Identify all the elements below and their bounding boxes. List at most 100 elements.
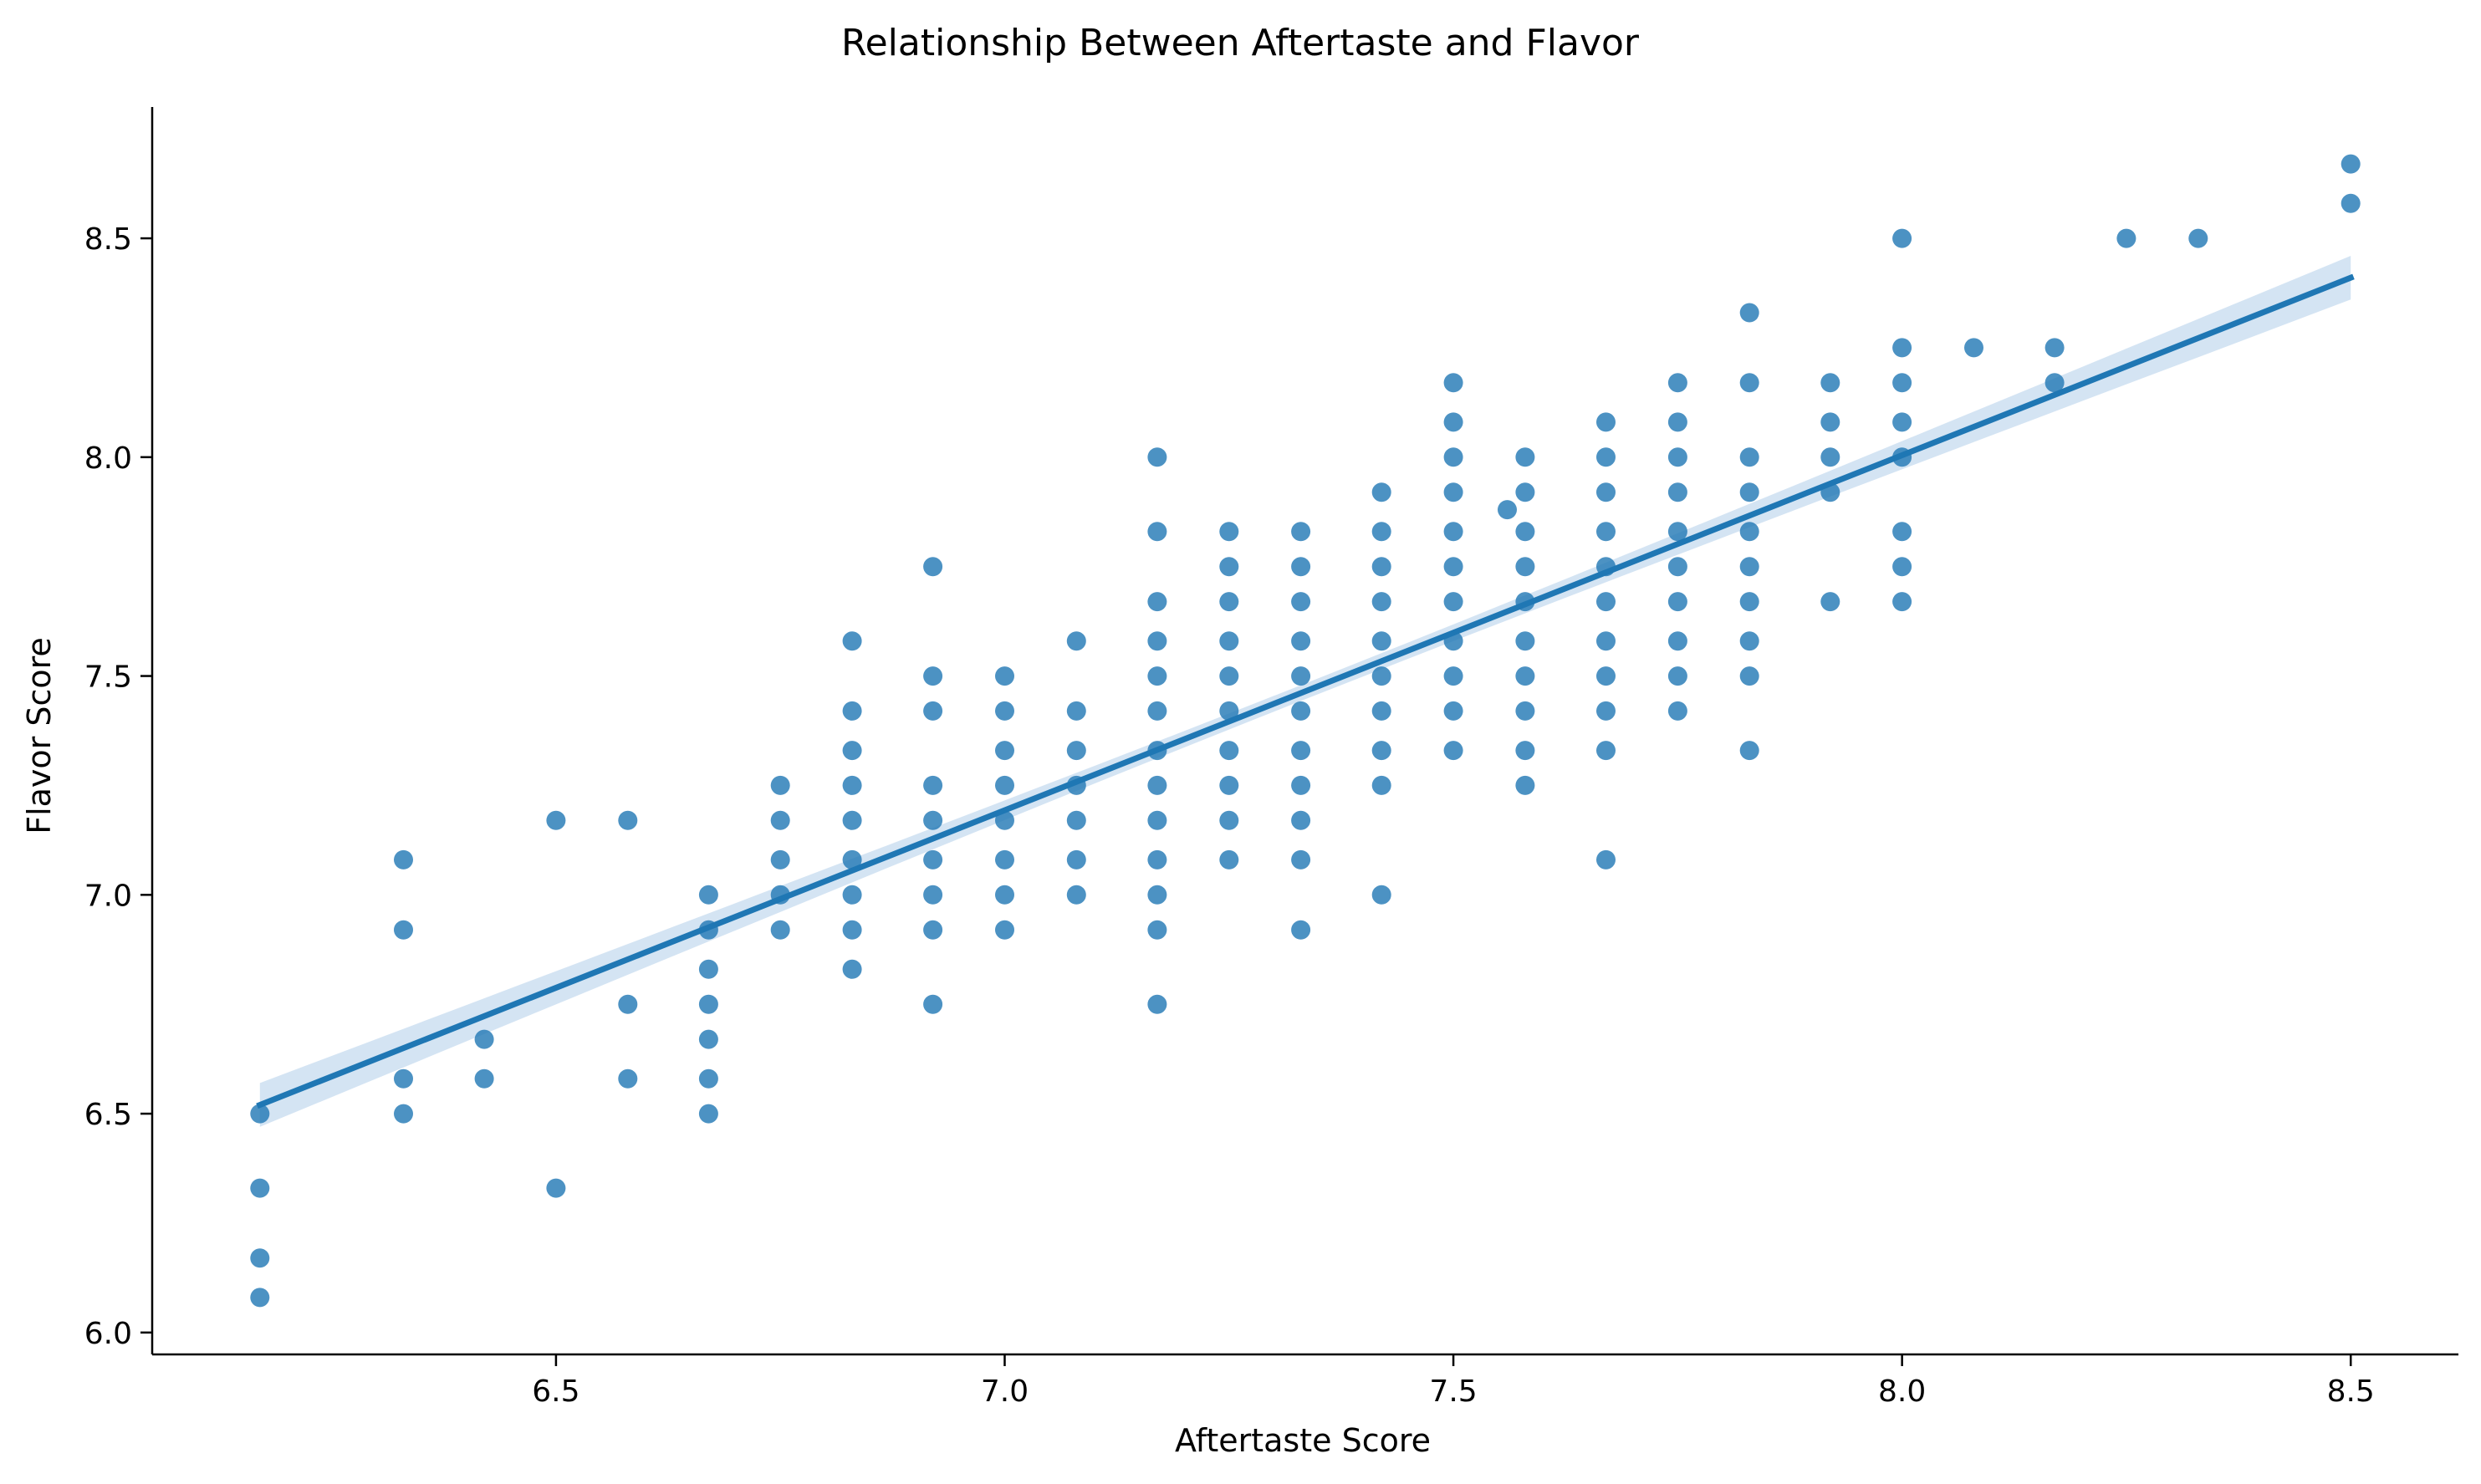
scatter-point xyxy=(1291,557,1311,577)
scatter-point xyxy=(250,1288,270,1308)
scatter-point xyxy=(546,810,566,830)
scatter-point xyxy=(250,1248,270,1268)
x-tick-label: 8.0 xyxy=(1878,1374,1926,1409)
scatter-point xyxy=(1892,338,1912,358)
scatter-point xyxy=(618,994,638,1014)
scatter-point xyxy=(1219,631,1239,651)
scatter-point xyxy=(1291,592,1311,612)
scatter-point xyxy=(842,701,862,721)
scatter-point xyxy=(1371,666,1391,686)
scatter-point xyxy=(1892,412,1912,432)
scatter-point xyxy=(1443,447,1463,467)
scatter-point xyxy=(1596,631,1616,651)
scatter-point xyxy=(250,1104,270,1124)
scatter-point xyxy=(1596,412,1616,432)
scatter-point xyxy=(1667,701,1687,721)
scatter-point xyxy=(995,741,1014,761)
scatter-point xyxy=(1371,885,1391,905)
scatter-point xyxy=(1443,522,1463,542)
regression-layer xyxy=(256,273,2355,1109)
x-tick-label: 6.5 xyxy=(532,1374,579,1409)
scatter-point xyxy=(1739,522,1759,542)
scatter-point xyxy=(1892,557,1912,577)
scatter-point xyxy=(1515,482,1535,502)
scatter-point xyxy=(1291,775,1311,795)
scatter-point xyxy=(250,1178,270,1198)
scatter-point xyxy=(1667,631,1687,651)
scatter-point xyxy=(1515,741,1535,761)
scatter-point xyxy=(1291,849,1311,869)
y-tick-label: 6.5 xyxy=(84,1098,132,1132)
scatter-point xyxy=(923,557,943,577)
scatter-point xyxy=(1892,592,1912,612)
scatter-point xyxy=(1371,775,1391,795)
scatter-point xyxy=(1147,447,1167,467)
scatter-point xyxy=(1596,741,1616,761)
scatter-point xyxy=(1147,920,1167,940)
x-axis-label: Aftertaste Score xyxy=(1175,1422,1431,1459)
scatter-point xyxy=(1291,701,1311,721)
scatter-point xyxy=(1147,775,1167,795)
scatter-point xyxy=(842,631,862,651)
scatter-point xyxy=(1371,592,1391,612)
scatter-point xyxy=(1219,666,1239,686)
scatter-point xyxy=(1147,994,1167,1014)
ticks-layer: 6.5 7.0 7.5 8.0 8.5 6.0 6.5 7.0 7.5 8.0 8.5 xyxy=(84,222,2375,1409)
scatter-point xyxy=(842,741,862,761)
scatter-point xyxy=(1371,557,1391,577)
scatter-point xyxy=(1219,775,1239,795)
scatter-point xyxy=(770,810,790,830)
scatter-point xyxy=(1515,557,1535,577)
scatter-point xyxy=(1820,373,1840,393)
scatter-point xyxy=(995,810,1014,830)
scatter-point xyxy=(1739,741,1759,761)
scatter-point xyxy=(1596,447,1616,467)
scatter-point xyxy=(2045,338,2065,358)
scatter-point xyxy=(1515,631,1535,651)
scatter-point xyxy=(1443,666,1463,686)
scatter-point xyxy=(1147,849,1167,869)
scatter-point xyxy=(1066,885,1086,905)
scatter-point xyxy=(2045,373,2065,393)
y-tick-label: 8.0 xyxy=(84,441,132,476)
scatter-point xyxy=(2341,154,2361,174)
scatter-point xyxy=(474,1029,494,1049)
scatter-point xyxy=(1219,592,1239,612)
scatter-point xyxy=(1066,741,1086,761)
scatter-point xyxy=(1147,810,1167,830)
scatter-point xyxy=(1371,522,1391,542)
scatter-point xyxy=(1596,522,1616,542)
scatter-point xyxy=(1291,522,1311,542)
scatter-point xyxy=(1667,557,1687,577)
scatter-point xyxy=(1667,412,1687,432)
scatter-point xyxy=(1291,920,1311,940)
scatter-point xyxy=(698,994,718,1014)
scatter-point xyxy=(1739,557,1759,577)
scatter-point xyxy=(1515,666,1535,686)
scatter-point xyxy=(923,994,943,1014)
scatter-point xyxy=(394,1068,413,1089)
scatter-point xyxy=(698,1104,718,1124)
scatter-point xyxy=(1739,303,1759,323)
scatter-point xyxy=(1371,701,1391,721)
scatter-point xyxy=(1291,810,1311,830)
scatter-point xyxy=(923,849,943,869)
y-tick-label: 8.5 xyxy=(84,222,132,257)
scatter-point xyxy=(1066,849,1086,869)
scatter-point xyxy=(1739,631,1759,651)
scatter-point xyxy=(698,1029,718,1049)
scatter-point xyxy=(618,1068,638,1089)
scatter-point xyxy=(1219,849,1239,869)
scatter-point xyxy=(1066,701,1086,721)
scatter-point xyxy=(1147,631,1167,651)
scatter-point xyxy=(1667,592,1687,612)
scatter-point xyxy=(1147,666,1167,686)
scatter-point xyxy=(1739,666,1759,686)
scatter-point xyxy=(923,701,943,721)
scatter-point xyxy=(770,920,790,940)
scatter-point xyxy=(1820,412,1840,432)
scatter-point xyxy=(1739,373,1759,393)
scatter-point xyxy=(1515,447,1535,467)
